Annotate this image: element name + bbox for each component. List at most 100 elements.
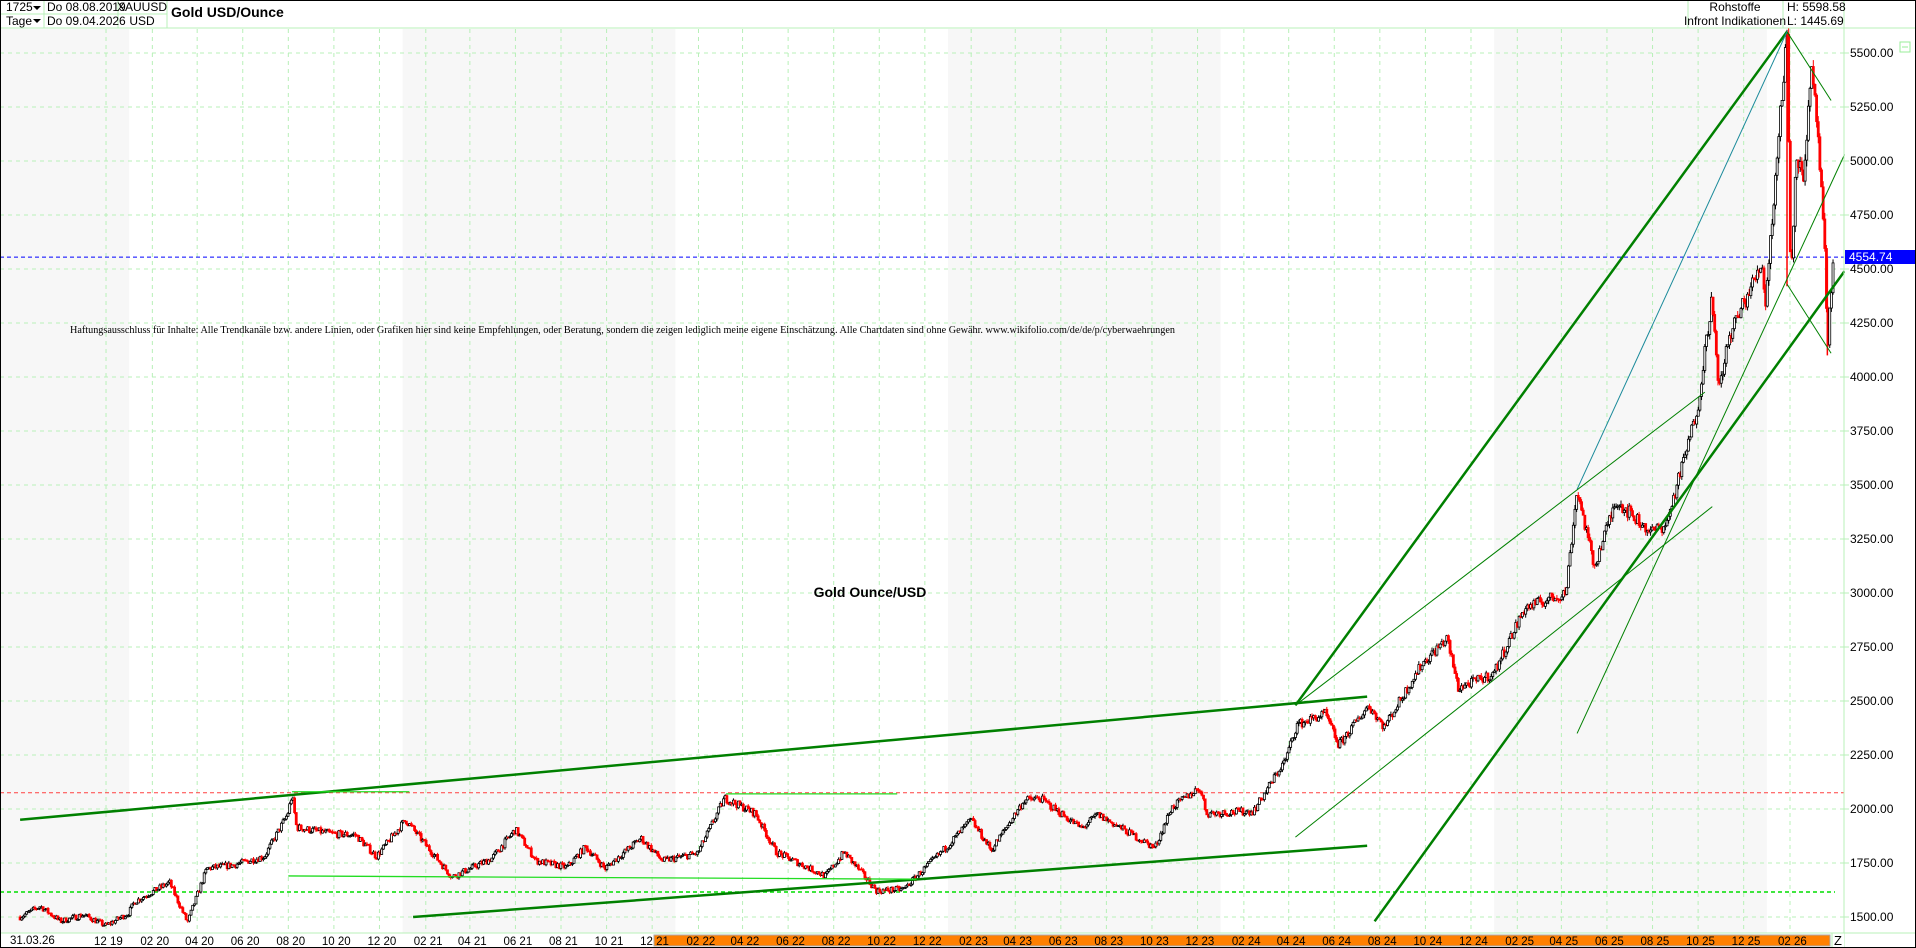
candle — [1662, 526, 1666, 533]
candle — [400, 821, 403, 832]
last-price-badge — [1845, 250, 1916, 264]
candle — [1003, 829, 1007, 831]
candle — [493, 851, 497, 855]
trendline[interactable] — [1786, 283, 1832, 354]
candle — [1742, 298, 1746, 303]
candle — [396, 829, 400, 834]
candle — [939, 851, 942, 855]
candle — [1220, 814, 1224, 817]
x-tick-label: 04 22 — [731, 936, 760, 948]
candle — [1243, 813, 1247, 816]
candle — [419, 833, 423, 842]
period-select[interactable]: Tage — [6, 14, 41, 28]
trendlines[interactable] — [19, 30, 1846, 923]
candle — [595, 854, 599, 860]
candle — [1558, 599, 1562, 601]
x-tick-label: 06 21 — [503, 936, 532, 948]
bars-count-select[interactable]: 1725 — [6, 0, 41, 14]
cursor-date-label: 31.03.26 — [10, 935, 55, 947]
candle — [972, 817, 975, 821]
candle — [1087, 821, 1090, 826]
y-tick-label: 1750.00 — [1850, 856, 1894, 870]
candle — [1228, 814, 1232, 817]
candle — [1828, 307, 1832, 346]
x-tick-label: 08 20 — [276, 936, 305, 948]
candle — [1077, 821, 1081, 827]
candle — [1387, 714, 1391, 722]
candle — [1818, 136, 1822, 171]
candle — [1514, 622, 1518, 633]
candle — [521, 835, 525, 839]
candle — [616, 856, 620, 862]
candle — [61, 921, 65, 924]
candle — [1695, 415, 1699, 425]
candle — [1392, 711, 1396, 718]
trendline[interactable] — [288, 875, 917, 880]
collapse-icon[interactable] — [1899, 41, 1911, 53]
candle — [1473, 677, 1477, 680]
candle — [1547, 596, 1551, 602]
trendline[interactable] — [1295, 506, 1713, 838]
candle — [1170, 805, 1174, 813]
candle — [935, 852, 939, 858]
candle — [924, 865, 928, 868]
candle — [1517, 616, 1521, 628]
candle — [1570, 543, 1574, 554]
candle — [1705, 334, 1708, 347]
candle — [465, 871, 469, 874]
z-button[interactable]: Z — [1834, 933, 1842, 948]
candle — [1200, 791, 1204, 796]
candle — [30, 908, 34, 912]
candle — [128, 907, 132, 916]
candle — [219, 863, 223, 868]
candle — [1703, 346, 1707, 371]
candle — [1714, 330, 1718, 356]
candle — [574, 856, 578, 859]
candle — [628, 845, 632, 849]
candle — [909, 883, 913, 886]
candle — [362, 839, 366, 847]
candle — [1583, 514, 1587, 530]
candle — [294, 812, 298, 826]
candle — [1054, 804, 1057, 811]
trendline[interactable] — [1295, 391, 1706, 706]
candle — [1621, 504, 1625, 513]
candle — [1175, 799, 1179, 808]
candle — [952, 836, 956, 844]
candle — [1348, 733, 1352, 737]
candle — [787, 856, 791, 861]
trendline[interactable] — [19, 695, 1368, 822]
price-axis[interactable]: 1500.00 1750.00 2000.00 2250.00 2500.00 2750.… — [1843, 28, 1916, 948]
trendline[interactable] — [1576, 154, 1845, 734]
trendline[interactable] — [1373, 270, 1846, 923]
candle — [370, 852, 374, 855]
candle — [789, 859, 793, 862]
candle — [1806, 105, 1810, 141]
candle — [100, 920, 104, 926]
candle — [1649, 529, 1652, 533]
candle — [41, 906, 45, 912]
candle — [51, 915, 55, 918]
candle — [467, 868, 471, 873]
candle — [1453, 666, 1457, 674]
candle — [1749, 286, 1753, 297]
candle — [1262, 792, 1266, 800]
candle — [1154, 842, 1158, 848]
trendline[interactable] — [1294, 30, 1789, 707]
trendline[interactable] — [1576, 31, 1788, 490]
candle — [1427, 661, 1431, 664]
candle — [1488, 679, 1491, 682]
candle — [1164, 822, 1168, 826]
candle — [1470, 678, 1473, 688]
time-axis[interactable]: 31.03.26 12 19 02 20 04 20 06 20 08 20 10 20 1… — [0, 932, 1916, 948]
candle — [1317, 717, 1320, 722]
trendline[interactable] — [412, 844, 1368, 919]
candle — [184, 913, 188, 921]
candle — [1608, 515, 1611, 525]
candle — [1765, 280, 1769, 307]
candle — [1174, 807, 1177, 809]
candle — [1330, 722, 1334, 726]
candle — [36, 907, 40, 910]
trendline[interactable] — [1786, 31, 1832, 101]
